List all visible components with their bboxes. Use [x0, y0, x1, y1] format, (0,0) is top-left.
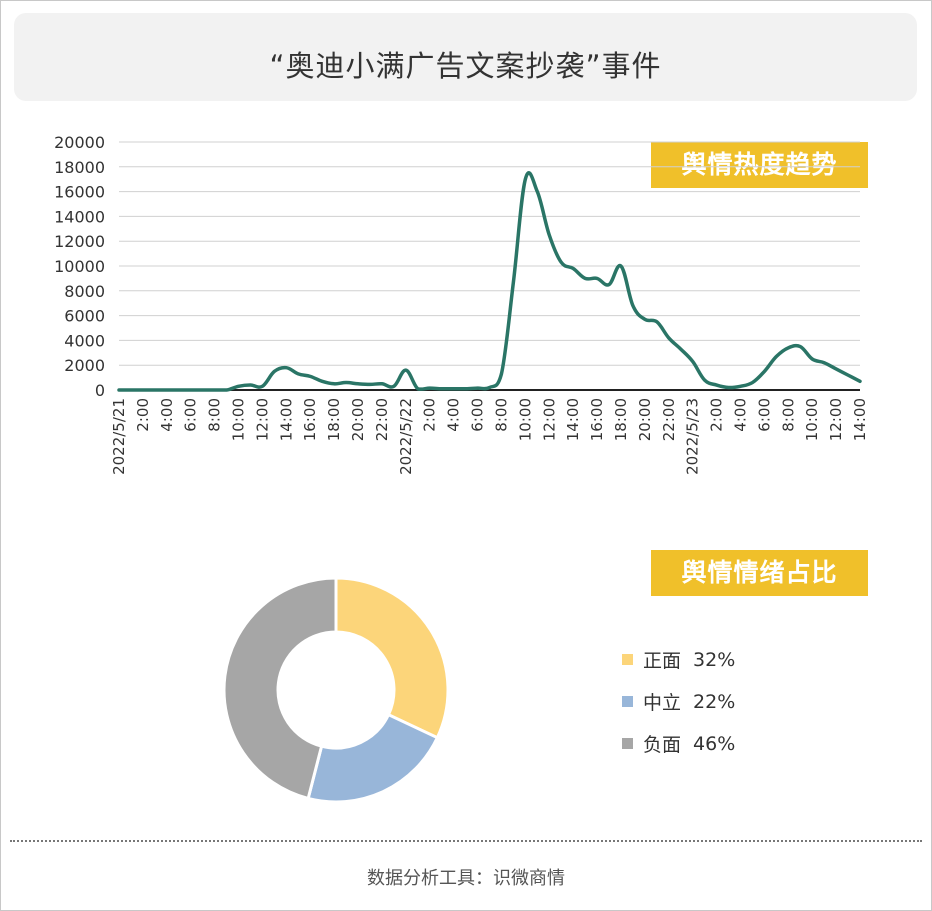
- y-tick-label: 20000: [54, 133, 105, 152]
- x-tick-label: 6:00: [755, 398, 773, 432]
- legend-item: 正面 32%: [622, 646, 735, 673]
- y-tick-label: 8000: [64, 282, 105, 301]
- y-tick-label: 18000: [54, 158, 105, 177]
- x-tick-label: 14:00: [851, 398, 869, 441]
- x-tick-label: 2022/5/21: [110, 398, 128, 475]
- x-tick-label: 10:00: [803, 398, 821, 441]
- x-tick-label: 2:00: [708, 398, 726, 432]
- x-tick-label: 8:00: [206, 398, 224, 432]
- legend-swatch: [622, 696, 633, 707]
- x-tick-label: 14:00: [564, 398, 582, 441]
- x-tick-label: 12:00: [253, 398, 271, 441]
- legend-label: 负面: [643, 734, 682, 756]
- legend-percent: 22%: [693, 690, 736, 713]
- x-tick-label: 6:00: [182, 398, 200, 432]
- x-tick-label: 12:00: [540, 398, 558, 441]
- x-tick-label: 2022/5/22: [397, 398, 415, 475]
- x-tick-label: 2:00: [421, 398, 439, 432]
- y-tick-label: 4000: [64, 331, 105, 350]
- legend-swatch: [622, 654, 633, 665]
- y-tick-label: 12000: [54, 232, 105, 251]
- y-tick-label: 6000: [64, 307, 105, 326]
- title-panel: “奥迪小满广告文案抄袭”事件: [14, 13, 917, 101]
- legend-swatch: [622, 738, 633, 749]
- x-tick-label: 8:00: [492, 398, 510, 432]
- x-tick-label: 10:00: [516, 398, 534, 441]
- x-tick-label: 16:00: [301, 398, 319, 441]
- x-tick-label: 4:00: [158, 398, 176, 432]
- x-tick-label: 12:00: [827, 398, 845, 441]
- y-tick-label: 14000: [54, 207, 105, 226]
- legend-label: 中立: [643, 692, 682, 714]
- y-tick-label: 0: [95, 381, 105, 400]
- footer-divider: [10, 840, 922, 842]
- legend-item: 负面 46%: [622, 730, 735, 757]
- x-tick-label: 10:00: [230, 398, 248, 441]
- y-tick-label: 10000: [54, 257, 105, 276]
- x-tick-label: 8:00: [779, 398, 797, 432]
- x-tick-label: 18:00: [612, 398, 630, 441]
- x-tick-label: 4:00: [445, 398, 463, 432]
- x-tick-label: 14:00: [277, 398, 295, 441]
- heat-series-line: [117, 171, 862, 392]
- legend-percent: 32%: [693, 648, 736, 671]
- x-tick-label: 18:00: [325, 398, 343, 441]
- trend-chart-title: 舆情热度趋势: [651, 142, 868, 188]
- x-tick-label: 20:00: [349, 398, 367, 441]
- legend-item: 中立 22%: [622, 688, 735, 715]
- y-tick-label: 2000: [64, 356, 105, 375]
- x-tick-label: 22:00: [373, 398, 391, 441]
- emotion-chart-title: 舆情情绪占比: [651, 550, 868, 596]
- x-tick-label: 22:00: [660, 398, 678, 441]
- x-tick-label: 4:00: [731, 398, 749, 432]
- x-tick-label: 20:00: [636, 398, 654, 441]
- heat-trend-line-chart: 0 2000 4000 6000 8000 10000 12000 14000 16000 180…: [54, 133, 869, 475]
- legend-percent: 46%: [693, 732, 736, 755]
- x-tick-label: 6:00: [469, 398, 487, 432]
- legend-label: 正面: [643, 650, 682, 672]
- footer-source: 数据分析工具：识微商情: [367, 868, 565, 889]
- x-tick-label: 2:00: [134, 398, 152, 432]
- y-tick-label: 16000: [54, 183, 105, 202]
- x-tick-label: 16:00: [588, 398, 606, 441]
- page-title: “奥迪小满广告文案抄袭”事件: [269, 49, 662, 83]
- x-tick-label: 2022/5/23: [684, 398, 702, 475]
